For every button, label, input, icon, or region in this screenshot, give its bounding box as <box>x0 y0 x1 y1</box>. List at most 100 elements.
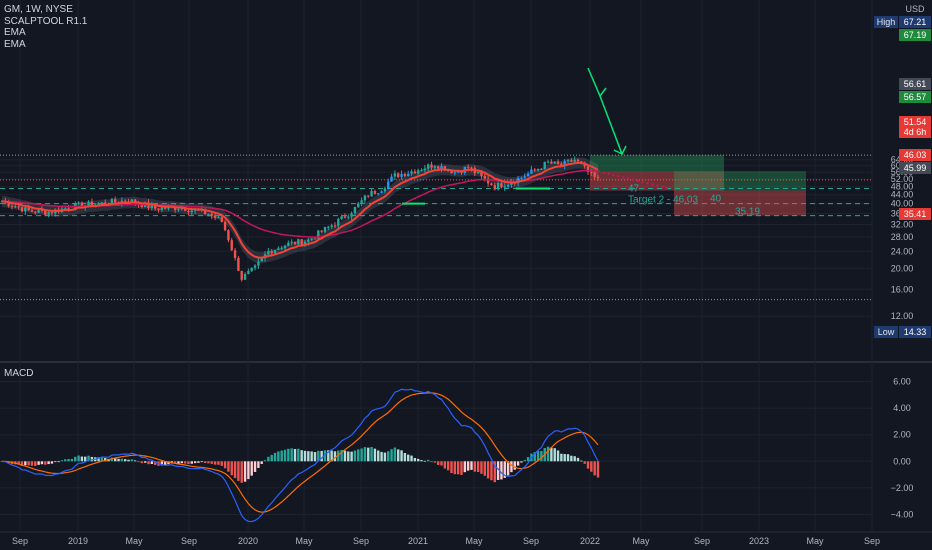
candle-body <box>490 183 493 186</box>
macd-bar <box>127 459 130 462</box>
macd-bar <box>104 458 107 462</box>
price-label-value: 45.99 <box>904 163 927 173</box>
price-label-value: 51.54 <box>904 117 927 127</box>
macd-bar <box>553 448 556 462</box>
macd-y-tick-label: 0.00 <box>893 456 911 466</box>
candle-body <box>383 188 387 192</box>
candle-body <box>453 172 457 174</box>
macd-bar <box>220 461 223 466</box>
macd-bar <box>190 461 193 464</box>
macd-bar <box>227 461 230 472</box>
macd-bar <box>60 460 64 462</box>
macd-bar <box>377 450 380 462</box>
candle-body <box>87 201 90 206</box>
y-tick-label: 16.00 <box>891 284 914 294</box>
macd-bar <box>110 457 114 462</box>
macd-y-tick-label: 4.00 <box>893 403 911 413</box>
price-label-value: 46.03 <box>904 150 927 160</box>
indicator-scalptool[interactable]: SCALPTOOL R1.1 <box>4 15 88 27</box>
candle-body <box>183 207 187 211</box>
macd-bar <box>363 447 367 462</box>
macd-bar <box>560 453 563 462</box>
candle-body <box>223 221 227 231</box>
x-tick-label: May <box>465 536 483 546</box>
candle-body <box>330 225 333 227</box>
candle-body <box>550 161 553 164</box>
candle-body <box>237 257 240 271</box>
x-tick-label: May <box>125 536 143 546</box>
macd-bar <box>287 448 290 462</box>
macd-bar <box>307 451 310 462</box>
candle-body <box>556 161 560 164</box>
macd-bar <box>160 461 164 466</box>
candle-body <box>573 159 576 162</box>
candle-body <box>510 182 513 185</box>
symbol-title: GM, 1W, NYSE <box>4 4 73 15</box>
indicator-ema-1[interactable]: EMA <box>4 27 26 38</box>
macd-bar <box>440 461 443 466</box>
candle-body <box>210 213 213 216</box>
macd-bar <box>430 461 433 463</box>
x-tick-label: Sep <box>12 536 28 546</box>
macd-bar <box>277 451 280 462</box>
macd-bar <box>353 450 357 462</box>
macd-bar <box>153 461 157 465</box>
macd-bar <box>200 461 203 463</box>
macd-bar <box>77 455 80 462</box>
macd-bar <box>27 461 30 466</box>
macd-bar <box>473 461 477 472</box>
candle-body <box>566 160 570 162</box>
macd-y-tick-label: 6.00 <box>893 377 911 387</box>
candle-body <box>90 201 94 207</box>
candle-body <box>500 183 503 188</box>
macd-bar <box>117 458 120 462</box>
candle-body <box>536 169 540 171</box>
candle-body <box>530 169 533 174</box>
indicator-ema-2[interactable]: EMA <box>4 38 26 50</box>
macd-bar <box>347 451 350 462</box>
candle-body <box>77 202 80 204</box>
macd-bar <box>47 461 50 465</box>
candle-body <box>370 190 373 197</box>
candle-body <box>120 200 124 204</box>
candle-body <box>483 175 486 179</box>
candle-body <box>443 165 447 171</box>
candle-body <box>433 166 437 168</box>
loss-zone-1 <box>590 171 724 191</box>
price-label-name: Low <box>878 327 895 337</box>
macd-bar <box>570 455 573 462</box>
candle-body <box>576 159 580 162</box>
macd-bar <box>397 449 400 462</box>
candle-body <box>233 250 237 258</box>
candle-body <box>540 169 543 171</box>
macd-bar <box>100 457 104 462</box>
candle-body <box>104 202 107 205</box>
macd-bar <box>317 450 320 462</box>
candle-body <box>570 160 573 162</box>
candle-body <box>187 210 190 213</box>
candle-body <box>543 161 546 170</box>
macd-bar <box>84 456 87 462</box>
candle-body <box>250 267 253 271</box>
macd-bar <box>293 448 297 462</box>
macd-bar <box>90 456 94 462</box>
profit-zone-2 <box>674 171 806 191</box>
macd-bar <box>290 448 293 462</box>
candle-body <box>300 239 303 245</box>
macd-bar <box>496 461 500 480</box>
price-label-tag <box>874 326 898 338</box>
candle-body <box>247 270 250 274</box>
candle-body <box>440 165 443 169</box>
macd-bar <box>143 461 147 463</box>
macd-bar <box>523 459 526 462</box>
candle-body <box>267 251 270 255</box>
macd-bar <box>476 461 480 473</box>
candle-body <box>320 230 323 232</box>
currency-label: USD <box>905 4 925 14</box>
macd-bar <box>563 453 566 462</box>
candle-body <box>586 166 590 172</box>
macd-bar <box>390 449 393 462</box>
macd-bar <box>37 461 40 465</box>
macd-bar <box>576 457 580 462</box>
